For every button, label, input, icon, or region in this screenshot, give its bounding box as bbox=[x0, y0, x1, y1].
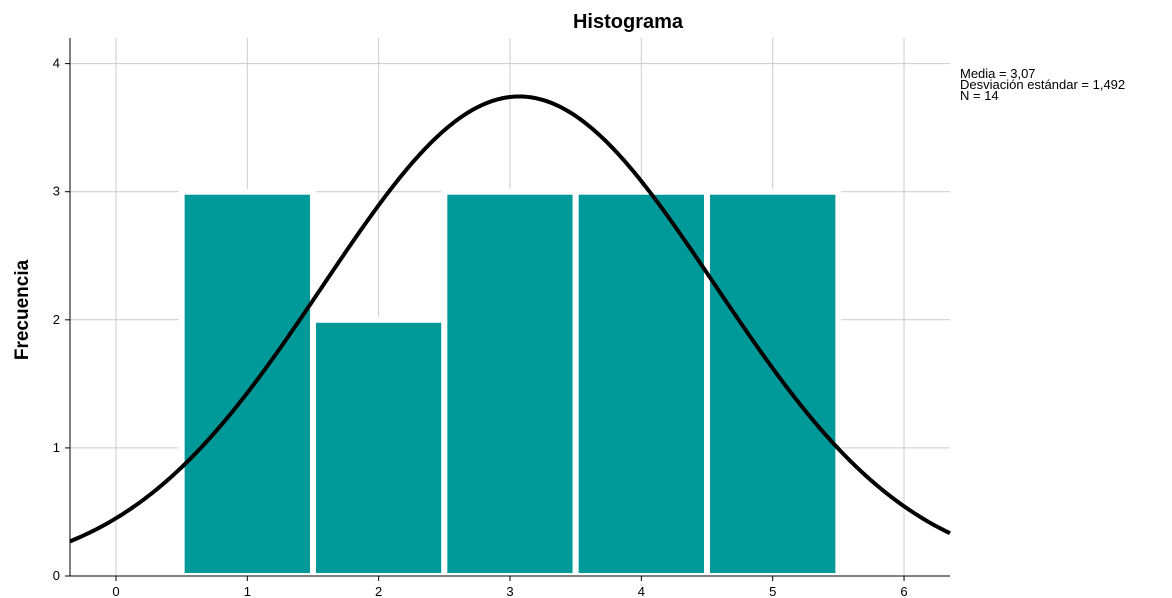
stat-line: N = 14 bbox=[960, 88, 999, 103]
histogram-bar bbox=[309, 316, 448, 579]
y-tick-label: 3 bbox=[53, 184, 60, 199]
x-tick-label: 3 bbox=[506, 584, 513, 598]
y-axis-label: Frecuencia bbox=[12, 259, 33, 360]
y-tick-label: 2 bbox=[53, 312, 60, 327]
stat-line: Desviación estándar = 1,492 bbox=[960, 77, 1125, 92]
histogram-bar bbox=[704, 188, 842, 579]
histogram-bar bbox=[178, 188, 316, 579]
y-tick-label: 4 bbox=[53, 56, 60, 71]
tick-labels: 0 1 2 3 4 0 1 2 3 4 5 6 bbox=[53, 56, 908, 598]
y-tick-label: 1 bbox=[53, 440, 60, 455]
histogram-bar bbox=[441, 188, 579, 579]
x-tick-label: 4 bbox=[638, 584, 645, 598]
chart-title: Histograma bbox=[573, 11, 684, 33]
x-tick-label: 5 bbox=[769, 584, 776, 598]
stat-line: Media = 3,07 bbox=[960, 66, 1036, 81]
x-tick-label: 1 bbox=[244, 584, 251, 598]
y-tick-label: 0 bbox=[53, 568, 60, 583]
bars bbox=[178, 188, 842, 579]
axes bbox=[65, 38, 950, 581]
x-tick-label: 2 bbox=[375, 584, 382, 598]
histogram-bar bbox=[572, 188, 711, 579]
normal-curve bbox=[69, 94, 951, 544]
x-tick-label: 0 bbox=[112, 584, 119, 598]
x-tick-label: 6 bbox=[900, 584, 907, 598]
